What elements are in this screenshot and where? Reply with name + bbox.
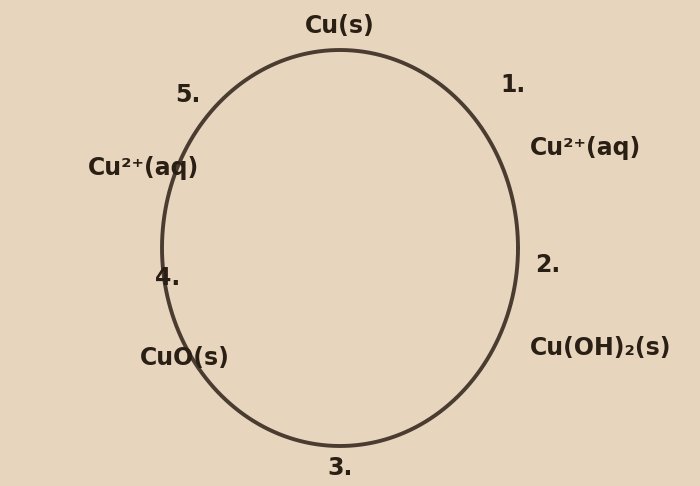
Text: 4.: 4. (155, 266, 181, 290)
Text: Cu²⁺(aq): Cu²⁺(aq) (88, 156, 200, 180)
Text: Cu²⁺(aq): Cu²⁺(aq) (530, 136, 641, 160)
Text: Cu(OH)₂(s): Cu(OH)₂(s) (530, 336, 671, 360)
Text: Cu(s): Cu(s) (305, 14, 375, 38)
Text: 2.: 2. (535, 253, 560, 277)
Text: 5.: 5. (175, 83, 200, 107)
Text: CuO(s): CuO(s) (140, 346, 230, 370)
Text: 1.: 1. (500, 73, 525, 97)
Text: 3.: 3. (328, 456, 353, 480)
